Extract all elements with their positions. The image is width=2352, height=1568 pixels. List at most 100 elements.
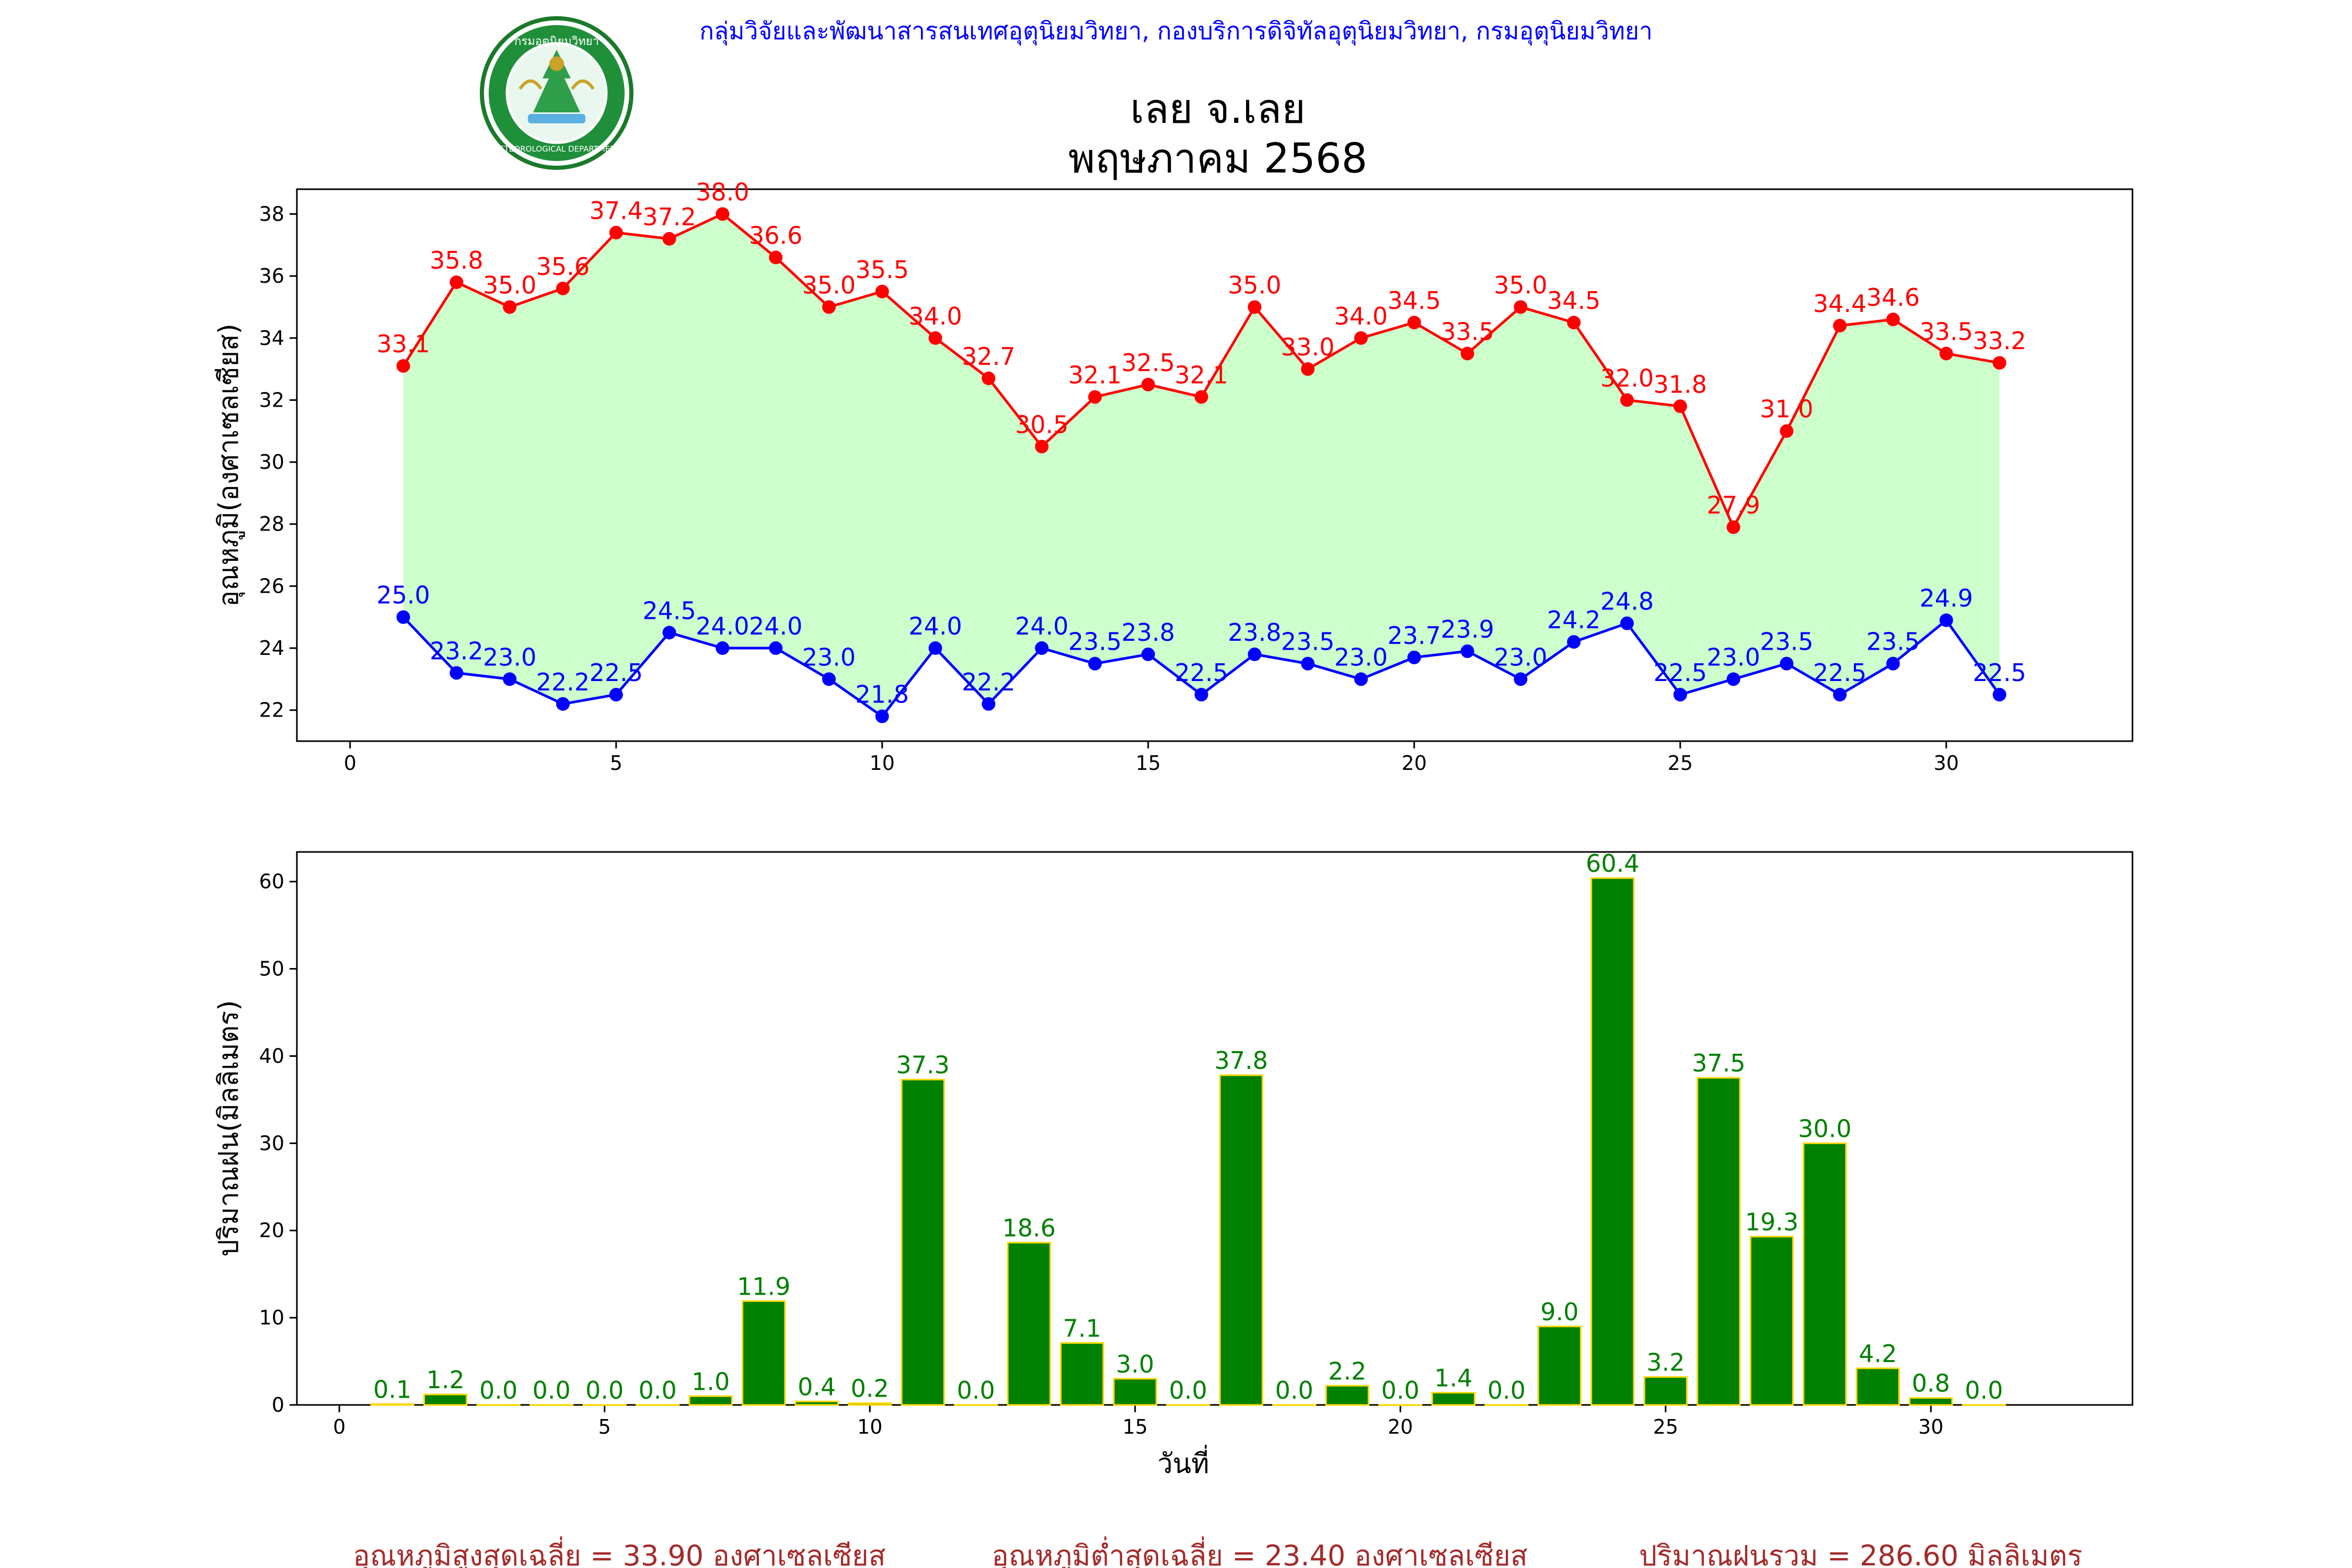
max-temp-point — [1514, 300, 1528, 314]
rain-value-label: 0.2 — [851, 1375, 889, 1403]
min-temp-point — [1460, 644, 1474, 658]
min-temp-label: 23.8 — [1122, 618, 1175, 647]
rain-value-label: 19.3 — [1745, 1208, 1798, 1236]
rain-value-label: 3.0 — [1116, 1350, 1154, 1378]
rain-value-label: 0.0 — [1965, 1376, 2003, 1404]
max-temp-label: 32.1 — [1174, 361, 1228, 389]
min-temp-point — [449, 666, 464, 680]
rain-bar — [688, 1395, 733, 1406]
y-tick-label: 38 — [259, 202, 284, 225]
rain-bar — [1697, 1077, 1741, 1406]
min-temp-point — [662, 626, 676, 640]
x-tick-label: 20 — [1388, 1415, 1413, 1438]
min-temp-label: 24.8 — [1600, 587, 1654, 616]
y-tick-label: 28 — [259, 513, 284, 536]
rain-value-label: 1.4 — [1434, 1364, 1472, 1392]
max-temp-label: 34.0 — [908, 302, 962, 330]
station-title: เลย จ.เลย — [1130, 86, 1306, 133]
rain-value-label: 37.3 — [896, 1051, 950, 1079]
max-temp-label: 34.0 — [1334, 302, 1388, 330]
max-temp-point — [1301, 362, 1315, 376]
min-temp-label: 23.0 — [1494, 643, 1547, 671]
max-temp-label: 31.8 — [1654, 370, 1707, 398]
y-tick-label: 32 — [259, 388, 284, 411]
x-tick-label: 25 — [1668, 752, 1693, 775]
rain-bar — [370, 1403, 414, 1406]
rain-value-label: 7.1 — [1063, 1315, 1101, 1343]
plot-frame — [296, 188, 2134, 742]
max-temp-label: 32.7 — [962, 342, 1015, 371]
max-temp-point — [1992, 356, 2007, 370]
min-temp-label: 22.2 — [536, 668, 590, 696]
rain-bar — [1325, 1385, 1369, 1406]
y-tick-label: 22 — [259, 699, 284, 722]
max-temp-label: 34.5 — [1547, 286, 1600, 315]
min-temp-point — [556, 697, 570, 711]
min-temp-label: 23.2 — [430, 637, 483, 665]
x-tick-label: 10 — [857, 1415, 882, 1438]
max-temp-label: 35.0 — [802, 271, 856, 299]
min-temp-label: 22.5 — [1174, 659, 1228, 687]
y-tick-label: 26 — [259, 574, 284, 597]
rain-bar — [1643, 1376, 1688, 1406]
min-temp-point — [1886, 656, 1900, 671]
rain-bar — [901, 1079, 945, 1406]
rain-value-label: 0.0 — [479, 1376, 517, 1404]
temperature-chart: 0 5 10 15 20 25 30 22 24 26 28 30 32 34 36 38 อุณหภูมิ(อ… — [213, 178, 2134, 775]
max-temp-point — [1939, 347, 1953, 361]
x-tick-label: 15 — [1123, 1415, 1148, 1438]
min-temp-point — [1141, 647, 1155, 661]
max-temp-label: 35.5 — [856, 256, 909, 284]
rain-bar — [423, 1393, 468, 1406]
rain-value-label: 0.0 — [1169, 1376, 1207, 1404]
min-temp-point — [1673, 688, 1687, 702]
rain-value-label: 0.4 — [798, 1373, 836, 1401]
max-temp-point — [1194, 390, 1208, 404]
max-temp-label: 33.5 — [1919, 317, 1973, 345]
min-temp-point — [982, 697, 996, 711]
max-temp-point — [928, 331, 942, 345]
rain-bar — [1803, 1142, 1847, 1406]
max-temp-point — [503, 300, 517, 314]
y-tick-label: 30 — [259, 451, 284, 474]
min-temp-point — [1301, 656, 1315, 671]
min-temp-point — [1833, 688, 1847, 702]
rain-value-label: 60.4 — [1586, 849, 1639, 878]
max-temp-point — [1460, 347, 1474, 361]
x-tick-label: 5 — [610, 752, 622, 775]
rain-bar — [794, 1400, 839, 1406]
min-temp-point — [875, 709, 889, 723]
rain-value-label: 9.0 — [1540, 1298, 1578, 1326]
min-temp-point — [1088, 656, 1102, 671]
max-temp-label: 30.5 — [1015, 410, 1068, 439]
x-tick-label: 25 — [1653, 1415, 1678, 1438]
x-tick-label: 30 — [1934, 752, 1959, 775]
rainfall-x-axis-label: วันที่ — [1157, 1445, 1209, 1480]
rain-value-label: 0.0 — [639, 1376, 677, 1404]
rain-value-label: 11.9 — [737, 1272, 790, 1300]
rain-value-label: 3.2 — [1646, 1348, 1685, 1377]
min-temp-label: 22.2 — [962, 668, 1015, 696]
organization-text: กลุ่มวิจัยและพัฒนาสารสนเทศอุตุนิยมวิทยา,… — [699, 17, 1653, 46]
min-temp-label: 23.5 — [1760, 628, 1813, 656]
min-temp-label: 23.0 — [1707, 643, 1760, 671]
max-temp-point — [982, 371, 996, 385]
min-temp-point — [1992, 688, 2007, 702]
rain-bar — [848, 1402, 892, 1406]
min-temp-point — [1194, 688, 1208, 702]
department-logo: กรมอุตุนิยมวิทยา METEOROLOGICAL DEPARTME… — [480, 16, 633, 170]
rain-value-label: 18.6 — [1002, 1214, 1056, 1242]
min-temp-point — [396, 610, 410, 624]
plot-frame — [296, 851, 2134, 1406]
rain-bar — [742, 1300, 786, 1406]
month-title: พฤษภาคม 2568 — [1068, 135, 1367, 182]
max-temp-point — [1035, 440, 1049, 454]
min-temp-point — [1035, 641, 1049, 655]
max-temp-label: 35.8 — [430, 246, 483, 274]
min-temp-label: 23.7 — [1388, 621, 1441, 650]
x-tick-label: 20 — [1402, 752, 1427, 775]
y-tick-label: 36 — [259, 264, 284, 287]
y-tick-label: 60 — [259, 870, 284, 893]
min-temp-label: 24.2 — [1547, 606, 1600, 634]
max-temp-label: 33.0 — [1281, 333, 1334, 361]
